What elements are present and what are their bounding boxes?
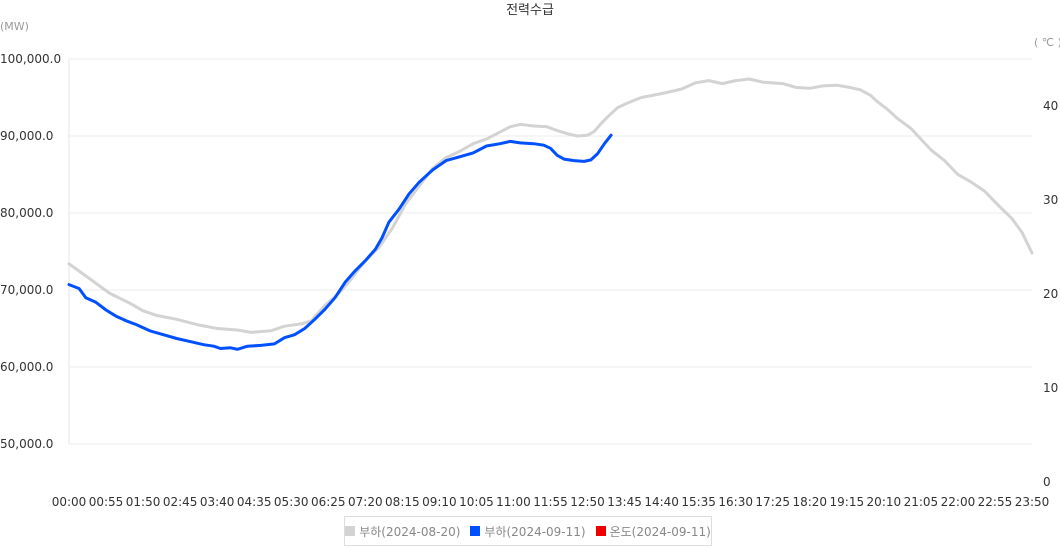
x-tick-label: 15:35 [681,495,716,509]
y-tick-label-left: 50,000.0 [0,437,53,451]
x-tick-label: 00:00 [52,495,87,509]
x-tick-label: 17:25 [755,495,790,509]
series-line[interactable] [67,133,613,351]
y-axis-right-ticks: 40 30 20 10 0 [1043,99,1058,489]
y-tick-label-right: 30 [1043,193,1058,207]
grid-lines [68,58,1032,445]
x-tick-label: 01:50 [126,495,161,509]
chart-legend: 부하(2024-08-20) 부하(2024-09-11) 온도(2024-09-1… [344,516,712,546]
x-tick-label: 03:40 [200,495,235,509]
x-tick-label: 11:55 [533,495,568,509]
x-tick-label: 05:30 [274,495,309,509]
x-tick-label: 11:00 [496,495,531,509]
legend-swatch [345,526,356,536]
legend-item[interactable]: 부하(2024-09-11) [470,523,586,540]
legend-label: 온도(2024-09-11) [609,524,711,539]
x-tick-label: 22:00 [941,495,976,509]
x-tick-label: 08:15 [385,495,420,509]
legend-label: 부하(2024-08-20) [359,524,461,539]
chart-title: 전력수급 [506,3,554,18]
x-tick-label: 12:50 [570,495,605,509]
y-tick-label-left: 100,000.0 [0,52,61,66]
x-tick-label: 23:50 [1015,495,1050,509]
legend-item[interactable]: 부하(2024-08-20) [345,523,460,540]
x-axis-ticks: 00:00 00:55 01:50 02:45 03:40 04:35 05:30 06:25… [52,495,1050,509]
y-axis-left-ticks: 100,000.0 90,000.0 80,000.0 70,000.0 60,000.… [0,52,61,451]
x-tick-label: 22:55 [978,495,1013,509]
legend-label: 부하(2024-09-11) [484,524,586,539]
y-tick-label-right: 10 [1043,381,1058,395]
x-tick-label: 06:25 [311,495,346,509]
x-tick-label: 20:10 [867,495,902,509]
y-tick-label-right: 20 [1043,287,1058,301]
x-tick-label: 21:05 [904,495,939,509]
legend-swatch [595,526,606,536]
y-tick-label-right: 40 [1043,99,1058,113]
series-line[interactable] [67,77,1034,334]
x-tick-label: 13:45 [607,495,642,509]
y-tick-label-left: 70,000.0 [0,283,53,297]
y-axis-right-unit: ( ℃ ) [1034,36,1060,49]
y-tick-label-right: 0 [1043,475,1051,489]
x-tick-label: 19:15 [830,495,865,509]
y-tick-label-left: 80,000.0 [0,206,53,220]
x-tick-label: 18:20 [792,495,827,509]
x-tick-label: 16:30 [718,495,753,509]
x-tick-label: 14:40 [644,495,679,509]
x-tick-label: 07:20 [348,495,383,509]
y-tick-label-left: 90,000.0 [0,129,53,143]
y-axis-left-unit: (MW) [0,20,29,33]
legend-item[interactable]: 온도(2024-09-11) [595,523,711,540]
x-tick-label: 02:45 [163,495,198,509]
x-tick-label: 09:10 [422,495,457,509]
y-tick-label-left: 60,000.0 [0,360,53,374]
x-tick-label: 00:55 [89,495,124,509]
series-lines[interactable] [67,77,1034,351]
legend-swatch [470,526,481,536]
x-tick-label: 10:05 [459,495,494,509]
x-tick-label: 04:35 [237,495,272,509]
